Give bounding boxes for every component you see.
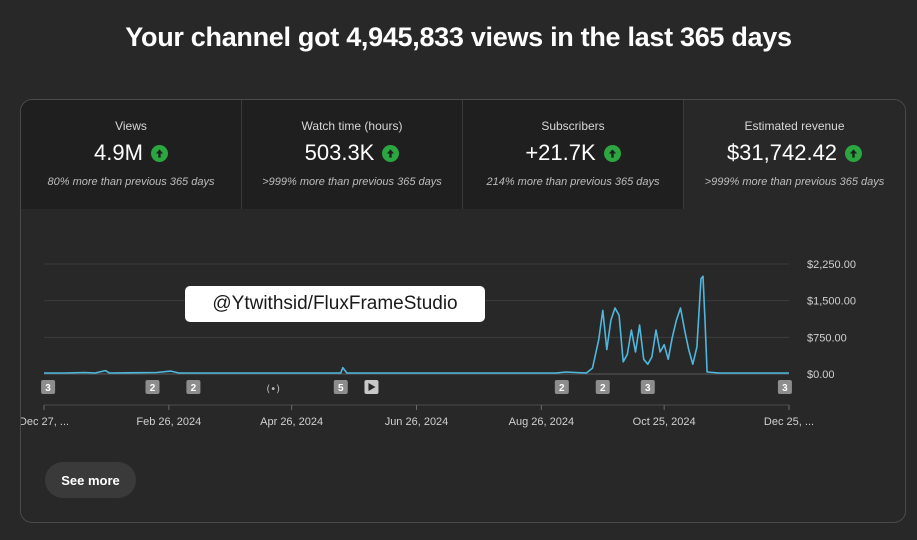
y-tick-label: $0.00 (807, 369, 835, 381)
x-tick-label: Dec 25, ... (764, 416, 814, 428)
arrow-up-icon (150, 144, 168, 162)
svg-text:2: 2 (559, 383, 565, 394)
metric-label: Subscribers (541, 119, 605, 133)
metric-tab-views[interactable]: Views 4.9M 80% more than previous 365 da… (21, 100, 242, 209)
revenue-series-line (44, 275, 789, 374)
metric-value: 503.3K (304, 140, 375, 165)
watermark-label: @Ytwithsid/FluxFrameStudio (185, 286, 485, 322)
metric-label: Estimated revenue (744, 119, 845, 133)
metric-comparison: >999% more than previous 365 days (262, 176, 442, 188)
metric-value: $31,742.42 (726, 140, 838, 165)
upload-count-marker[interactable]: 2 (186, 380, 201, 394)
arrow-up-icon (603, 144, 621, 162)
revenue-chart[interactable]: $2,250.00 $1,500.00 $750.00 $0.00 Dec 27, ..… (21, 209, 905, 449)
x-tick-label: Oct 25, 2024 (633, 416, 696, 428)
svg-text:3: 3 (645, 383, 651, 394)
y-tick-label: $1,500.00 (807, 296, 856, 308)
upload-count-marker[interactable]: 2 (554, 380, 569, 394)
upload-count-marker[interactable]: 2 (145, 380, 160, 394)
arrow-up-icon (382, 144, 400, 162)
metric-tab-watch-time[interactable]: Watch time (hours) 503.3K >999% more tha… (242, 100, 463, 209)
upload-count-marker[interactable]: 3 (777, 380, 792, 394)
metric-value: +21.7K (525, 140, 596, 165)
upload-count-marker[interactable]: 5 (333, 380, 348, 394)
svg-text:(•): (•) (266, 384, 280, 395)
upload-count-marker[interactable]: 3 (640, 380, 655, 394)
x-tick-label: Apr 26, 2024 (260, 416, 323, 428)
metric-tab-subscribers[interactable]: Subscribers +21.7K 214% more than previo… (463, 100, 684, 209)
svg-text:2: 2 (150, 383, 156, 394)
x-tick-label: Dec 27, ... (21, 416, 69, 428)
svg-text:2: 2 (191, 383, 197, 394)
x-tick-label: Aug 26, 2024 (509, 416, 574, 428)
metric-comparison: 214% more than previous 365 days (486, 176, 660, 188)
y-tick-label: $2,250.00 (807, 259, 856, 271)
x-tick-label: Feb 26, 2024 (136, 416, 201, 428)
metric-comparison: 80% more than previous 365 days (47, 176, 215, 188)
arrow-up-icon (845, 144, 863, 162)
metric-tabs: Views 4.9M 80% more than previous 365 da… (21, 100, 905, 209)
metric-value: 4.9M (94, 140, 143, 165)
see-more-button[interactable]: See more (45, 462, 136, 498)
revenue-chart-area: $2,250.00 $1,500.00 $750.00 $0.00 Dec 27, ..… (21, 209, 905, 522)
metric-tab-revenue[interactable]: Estimated revenue $31,742.42 >999% more … (684, 100, 905, 209)
analytics-card: Views 4.9M 80% more than previous 365 da… (20, 99, 906, 523)
page-headline: Your channel got 4,945,833 views in the … (125, 22, 792, 52)
video-play-icon[interactable] (364, 380, 379, 394)
metric-comparison: >999% more than previous 365 days (704, 176, 885, 188)
metric-label: Watch time (hours) (301, 119, 403, 133)
upload-count-marker[interactable]: 2 (595, 380, 610, 394)
svg-text:5: 5 (338, 383, 344, 394)
upload-count-marker[interactable]: 3 (41, 380, 56, 394)
svg-text:3: 3 (782, 383, 788, 394)
y-tick-label: $750.00 (807, 332, 847, 344)
x-tick-label: Jun 26, 2024 (385, 416, 449, 428)
metric-label: Views (115, 119, 147, 133)
svg-text:3: 3 (45, 383, 51, 394)
live-stream-icon[interactable]: (•) (266, 384, 280, 395)
svg-text:2: 2 (600, 383, 606, 394)
